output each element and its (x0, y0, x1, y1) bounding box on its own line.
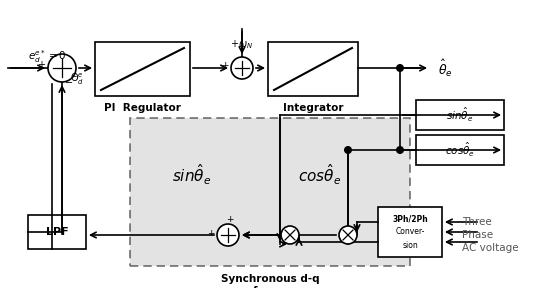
Circle shape (231, 57, 253, 79)
Circle shape (396, 64, 404, 72)
Circle shape (48, 54, 76, 82)
Bar (28, 215, 86, 249)
Text: $+$: $+$ (225, 214, 234, 224)
Text: 3Ph/2Ph: 3Ph/2Ph (392, 215, 428, 223)
Text: Conver-: Conver- (395, 228, 425, 236)
Bar (130, 118, 410, 266)
Circle shape (339, 226, 357, 244)
Circle shape (217, 224, 239, 246)
Text: $+\omega_N$: $+\omega_N$ (230, 39, 253, 51)
Circle shape (396, 146, 404, 154)
Text: LPF: LPF (46, 227, 68, 237)
Text: Phase: Phase (462, 230, 493, 240)
Text: Synchronous d-q: Synchronous d-q (220, 274, 319, 284)
Text: $cos\hat{\theta}_e$: $cos\hat{\theta}_e$ (299, 163, 341, 187)
Text: $e_d^{e*}=0$: $e_d^{e*}=0$ (28, 49, 67, 65)
Bar (378, 207, 442, 257)
Text: frame: frame (253, 286, 287, 288)
Text: $\hat{\theta}_e$: $\hat{\theta}_e$ (438, 57, 453, 79)
Text: Three: Three (462, 217, 492, 227)
Text: Integrator: Integrator (283, 103, 343, 113)
Bar (95, 42, 190, 96)
Circle shape (344, 146, 352, 154)
Text: $\Theta_d^e$: $\Theta_d^e$ (70, 72, 84, 87)
Text: sion: sion (402, 240, 418, 249)
Bar (268, 42, 358, 96)
Bar (416, 100, 504, 130)
Text: AC voltage: AC voltage (462, 243, 518, 253)
Text: +: + (222, 62, 229, 71)
Bar (416, 135, 504, 165)
Text: $sin\hat{\theta}_e$: $sin\hat{\theta}_e$ (172, 163, 211, 187)
Circle shape (281, 226, 299, 244)
Text: $cos\hat{\theta}_e$: $cos\hat{\theta}_e$ (445, 141, 475, 159)
Text: $-$: $-$ (64, 76, 73, 86)
Text: +: + (208, 228, 215, 238)
Text: +: + (37, 60, 45, 70)
Text: $sin\hat{\theta}_e$: $sin\hat{\theta}_e$ (446, 106, 474, 124)
Text: PI  Regulator: PI Regulator (104, 103, 181, 113)
